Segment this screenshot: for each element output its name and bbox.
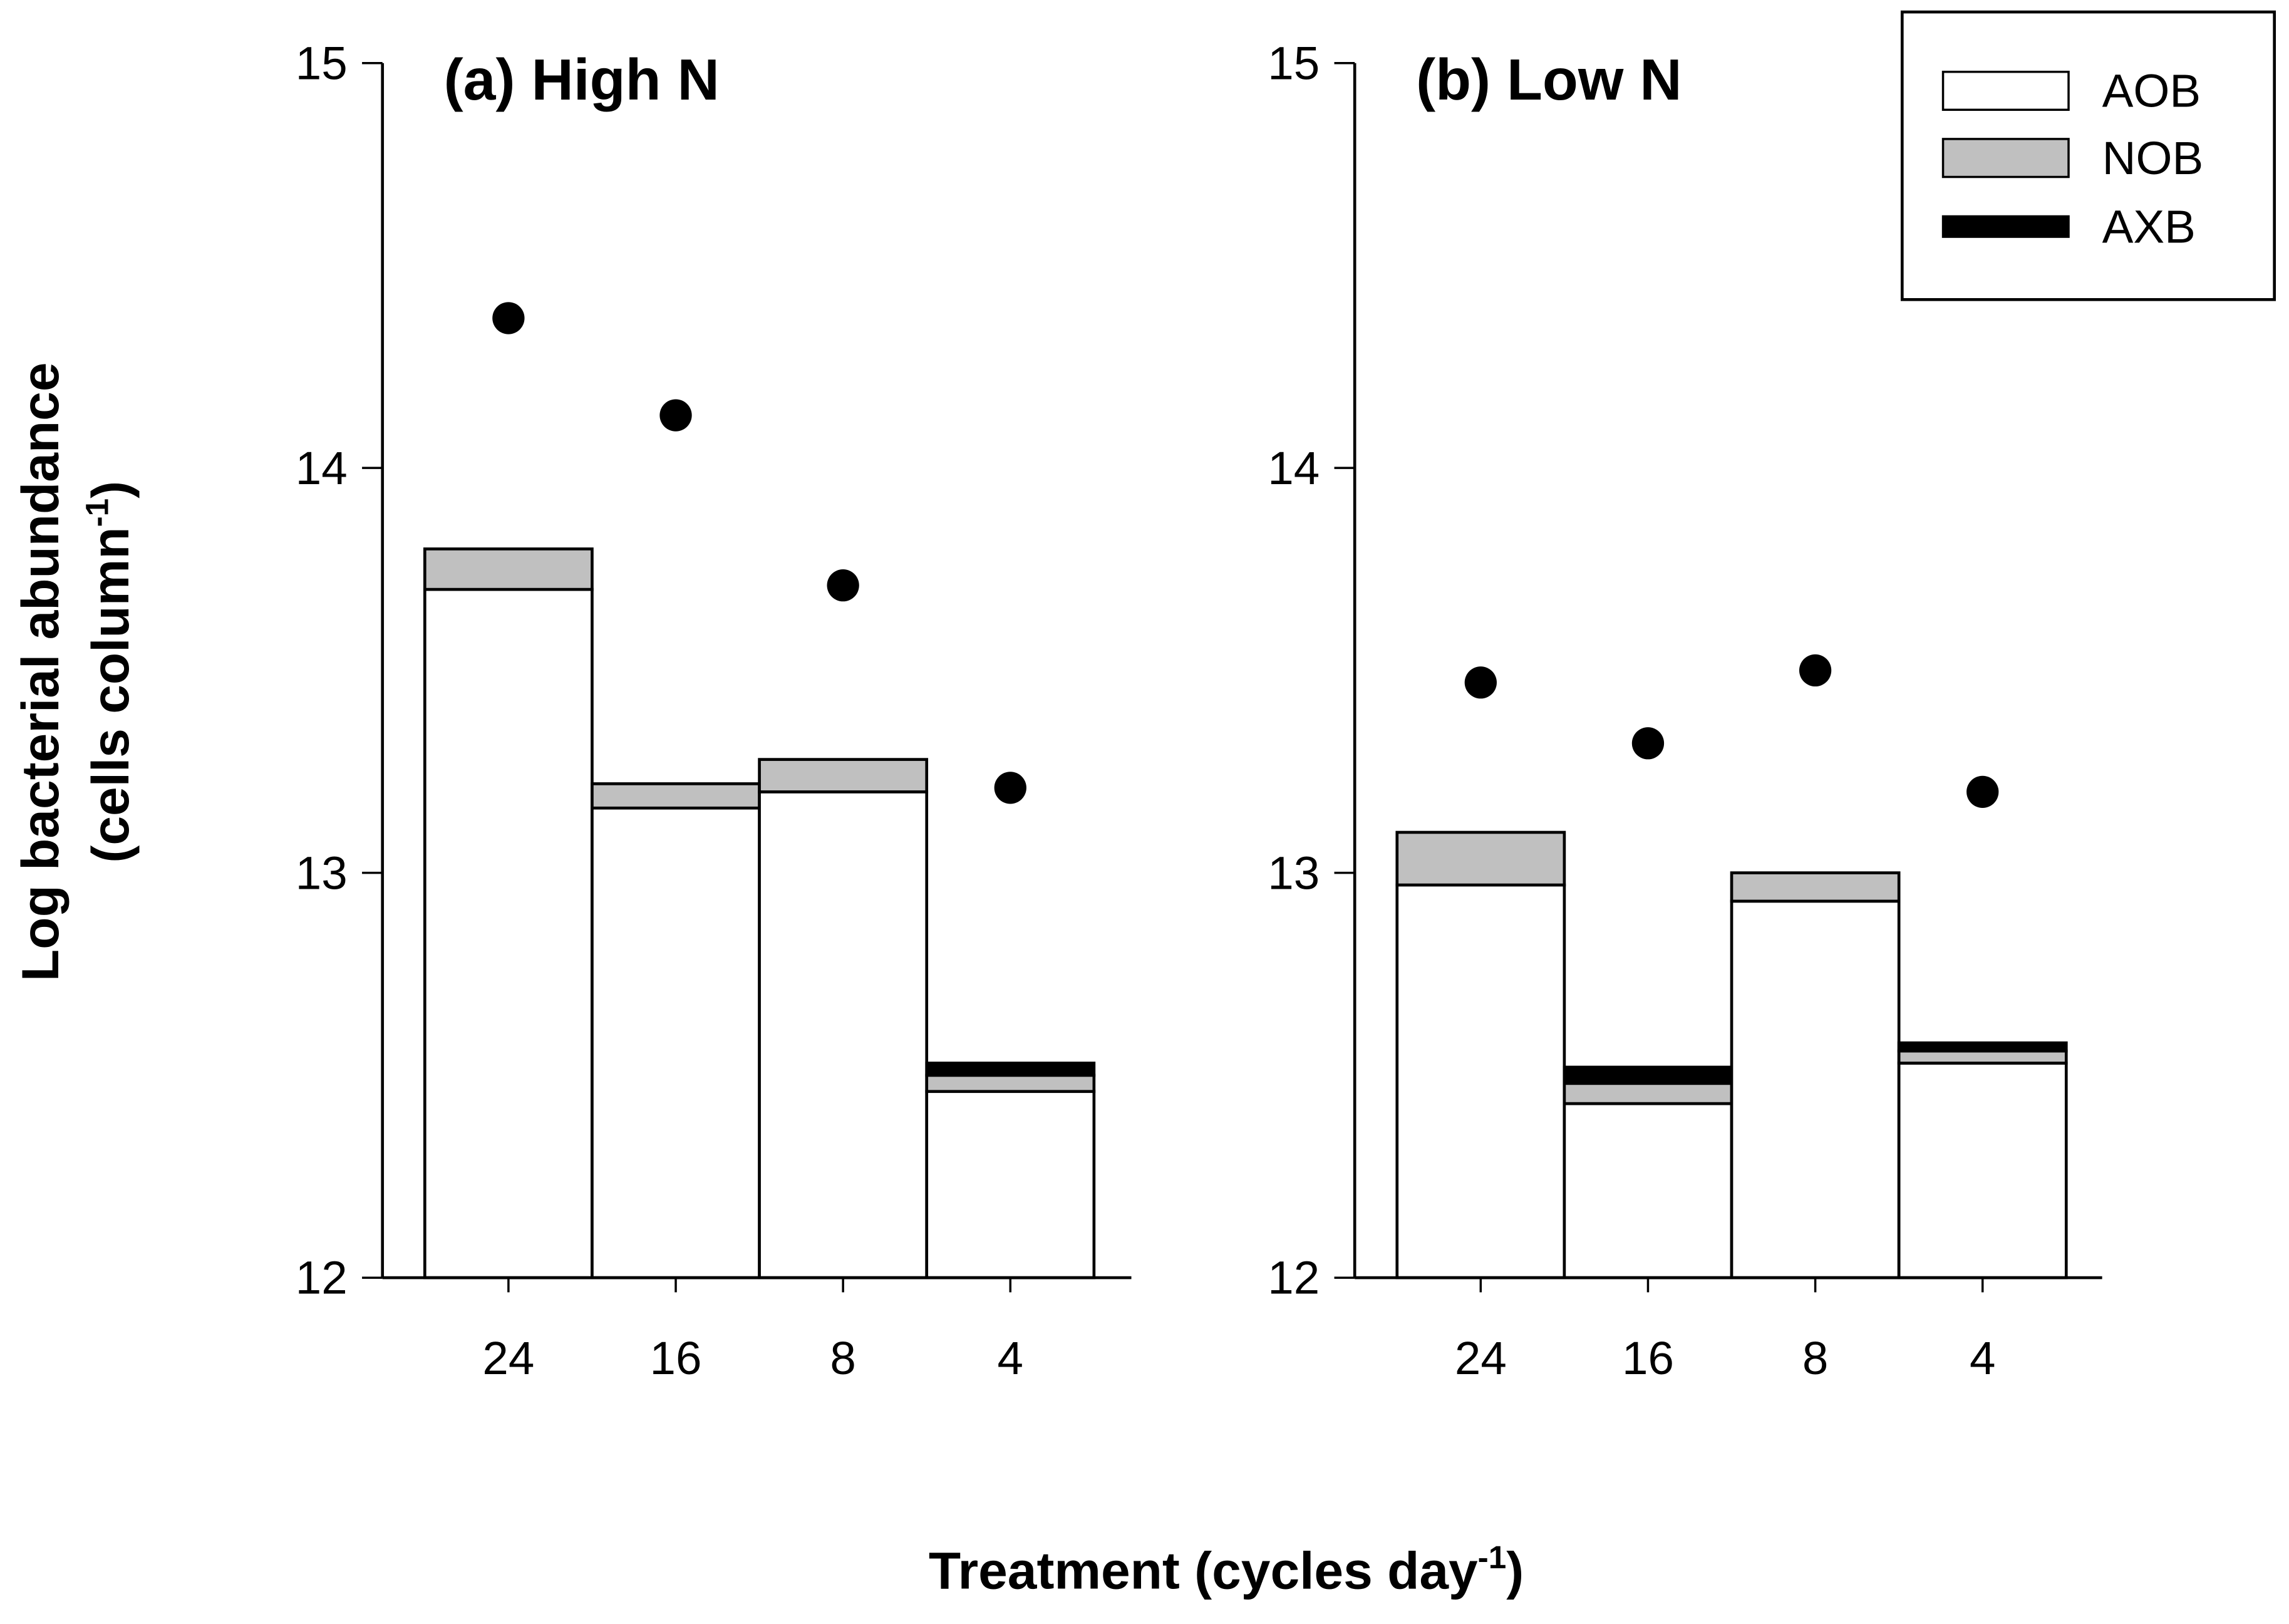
legend-label: NOB <box>2102 132 2204 184</box>
y-tick-label: 15 <box>1268 36 1320 89</box>
x-tick-label: 8 <box>830 1332 855 1384</box>
bar-segment <box>1897 1062 2068 1280</box>
legend-label: AOB <box>2102 65 2201 117</box>
bar-segment <box>925 1073 1096 1094</box>
bar-segment <box>1897 1049 2068 1065</box>
y-tick-label: 15 <box>296 36 348 89</box>
total-point <box>1799 654 1832 687</box>
x-tick-label: 4 <box>998 1332 1023 1384</box>
legend-swatch <box>1941 138 2070 178</box>
bar-segment <box>1730 899 1901 1280</box>
bar-segment <box>1563 1082 1734 1105</box>
bar-segment <box>758 790 929 1280</box>
y-tick-label: 12 <box>296 1251 348 1304</box>
x-tick-label: 24 <box>482 1332 534 1384</box>
legend-swatch <box>1941 70 2070 111</box>
total-point <box>994 772 1026 804</box>
x-tick-label: 24 <box>1455 1332 1507 1384</box>
total-point <box>1464 666 1497 699</box>
bar-segment <box>758 758 929 794</box>
y-axis-title-text: (cells column <box>81 527 140 862</box>
total-point <box>1966 775 1999 808</box>
x-tick-label: 16 <box>650 1332 702 1384</box>
x-axis-title-sup: -1 <box>1478 1539 1507 1575</box>
bar-segment <box>925 1090 1096 1280</box>
y-axis-title-line2: (cells column-1) <box>79 481 140 863</box>
y-axis-title-after: ) <box>81 481 140 499</box>
total-point <box>1631 727 1665 760</box>
bar-segment <box>1730 871 1901 903</box>
x-axis-title: Treatment (cycles day-1) <box>929 1539 1524 1600</box>
panel-title: (b) Low N <box>1416 47 1682 112</box>
x-tick-label: 8 <box>1802 1332 1828 1384</box>
bar-segment <box>423 587 594 1280</box>
legend-swatch <box>1941 215 2070 238</box>
bar-segment <box>1395 830 1566 887</box>
x-axis-title-after: ) <box>1506 1541 1524 1600</box>
total-point <box>492 302 525 334</box>
y-tick-label: 12 <box>1268 1251 1320 1304</box>
bar-segment <box>1897 1041 2068 1053</box>
x-tick-label: 4 <box>1970 1332 1995 1384</box>
total-point <box>659 399 692 432</box>
bar-segment <box>423 547 594 591</box>
y-tick-label: 13 <box>296 846 348 899</box>
bar-segment <box>591 782 761 810</box>
legend-label: AXB <box>2102 200 2196 252</box>
y-tick-label: 14 <box>1268 442 1320 494</box>
y-axis-title: Log bacterial abundance <box>11 362 70 981</box>
bar-segment <box>591 806 761 1280</box>
total-point <box>827 569 859 602</box>
x-tick-label: 16 <box>1622 1332 1674 1384</box>
bar-segment <box>925 1062 1096 1077</box>
bar-segment <box>1395 883 1566 1280</box>
panel-title: (a) High N <box>444 47 720 112</box>
bar-segment <box>1563 1102 1734 1280</box>
y-tick-label: 13 <box>1268 846 1320 899</box>
bar-segment <box>1563 1065 1734 1085</box>
x-axis-title-text: Treatment (cycles day <box>929 1541 1478 1600</box>
y-axis-title-sup: -1 <box>79 499 115 527</box>
y-tick-label: 14 <box>296 442 348 494</box>
